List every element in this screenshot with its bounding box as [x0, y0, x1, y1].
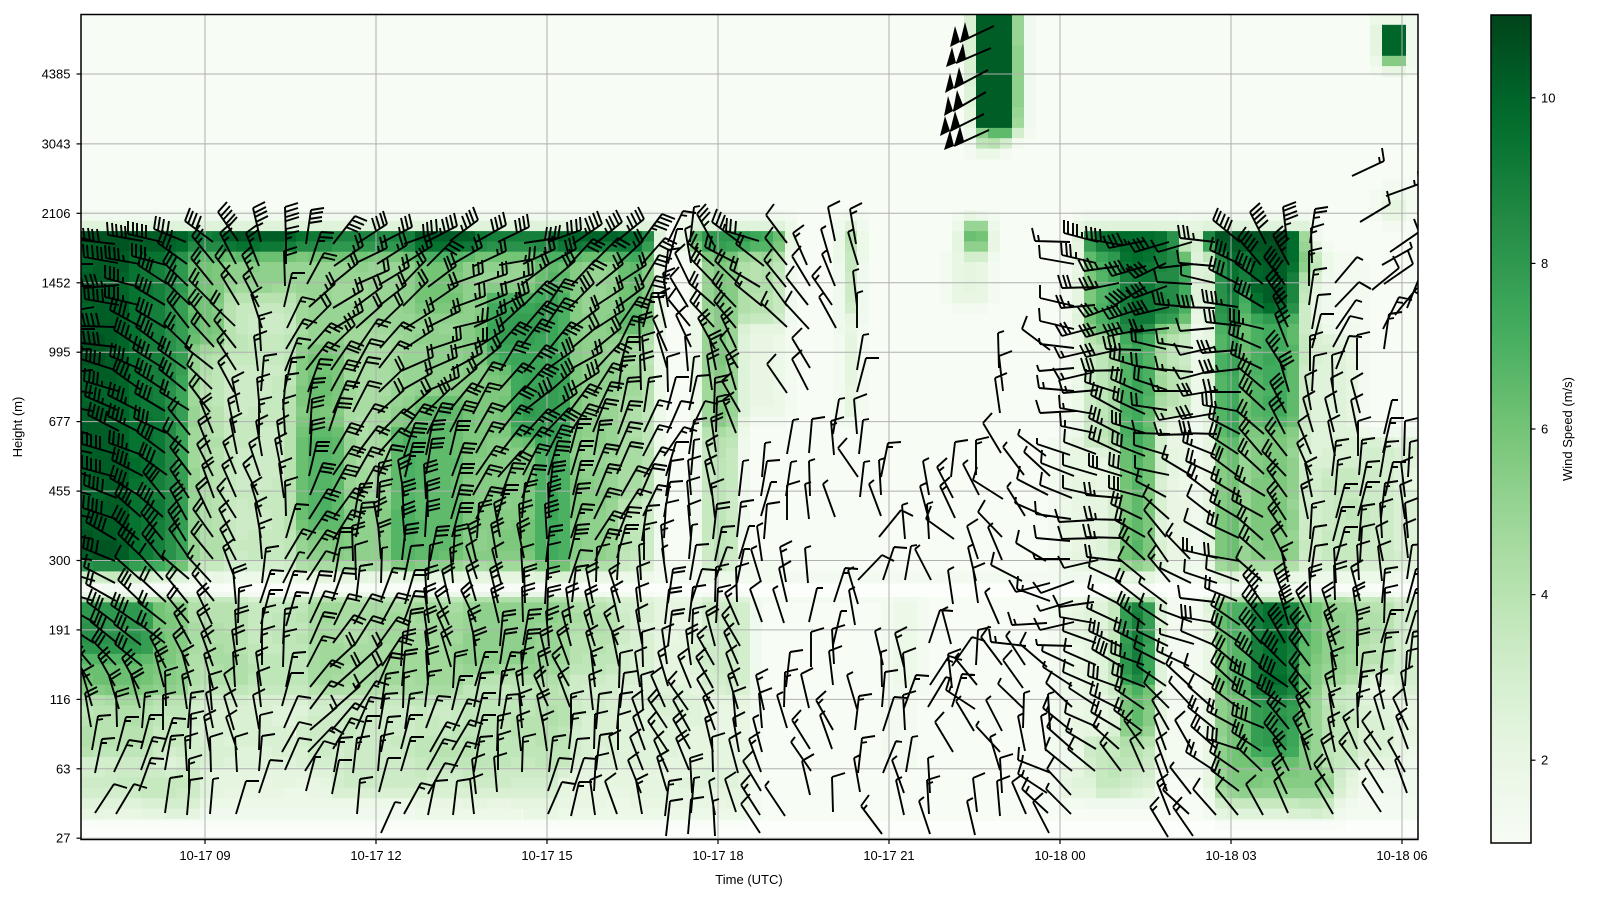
svg-text:Height (m): Height (m) — [10, 397, 25, 458]
svg-text:4385: 4385 — [42, 67, 71, 82]
svg-text:3043: 3043 — [42, 136, 71, 151]
svg-text:10-18 06: 10-18 06 — [1376, 848, 1427, 863]
svg-text:10-17 18: 10-17 18 — [692, 848, 743, 863]
svg-text:Time (UTC): Time (UTC) — [715, 872, 782, 887]
svg-text:10: 10 — [1541, 90, 1555, 105]
svg-text:8: 8 — [1541, 256, 1548, 271]
svg-text:2: 2 — [1541, 753, 1548, 768]
svg-text:10-17 15: 10-17 15 — [521, 848, 572, 863]
svg-text:10-18 00: 10-18 00 — [1034, 848, 1085, 863]
svg-text:2106: 2106 — [42, 206, 71, 221]
svg-text:4: 4 — [1541, 587, 1548, 602]
svg-text:6: 6 — [1541, 422, 1548, 437]
svg-text:27: 27 — [56, 831, 70, 846]
svg-text:10-17 12: 10-17 12 — [350, 848, 401, 863]
svg-text:10-18 03: 10-18 03 — [1205, 848, 1256, 863]
svg-text:Wind Speed (m/s): Wind Speed (m/s) — [1560, 377, 1575, 481]
svg-text:300: 300 — [49, 553, 71, 568]
svg-text:995: 995 — [49, 345, 71, 360]
svg-text:63: 63 — [56, 761, 70, 776]
svg-text:116: 116 — [50, 692, 71, 707]
svg-text:1452: 1452 — [42, 275, 71, 290]
svg-text:10-17 09: 10-17 09 — [179, 848, 230, 863]
svg-text:191: 191 — [49, 622, 71, 637]
svg-text:455: 455 — [49, 484, 71, 499]
svg-text:677: 677 — [49, 414, 71, 429]
svg-text:10-17 21: 10-17 21 — [863, 848, 914, 863]
